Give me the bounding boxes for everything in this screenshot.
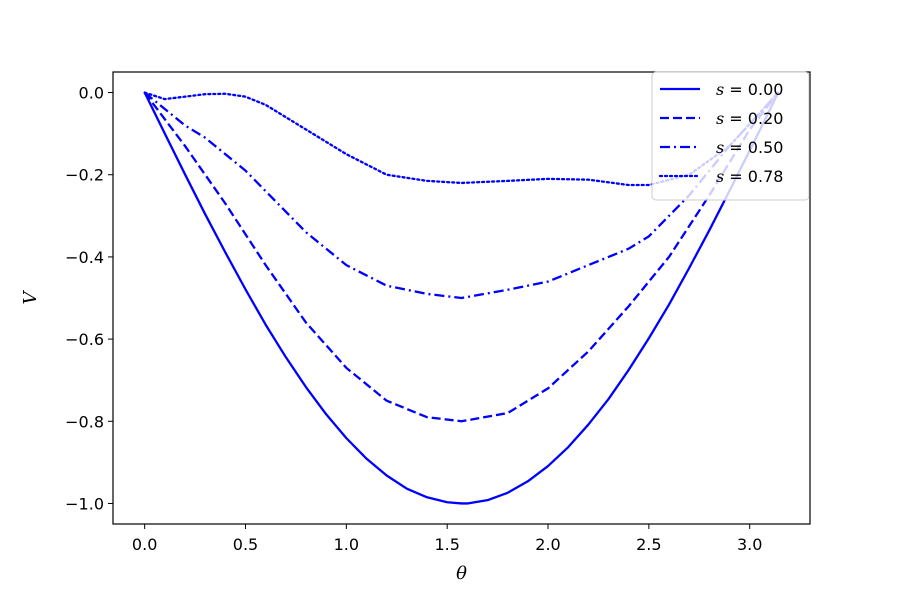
series-line-3 (143, 91, 780, 187)
x-tick-label: 1.0 (334, 535, 359, 554)
x-tick-label: 3.0 (737, 535, 762, 554)
legend-entry-equals: = (724, 167, 748, 186)
legend-entry-value: 0.78 (748, 167, 784, 186)
legend-entry-label: s = 0.50 (716, 138, 783, 157)
y-axis-label: V (20, 290, 41, 305)
legend-entry-equals: = (724, 109, 748, 128)
series-line-0 (143, 92, 780, 505)
legend-entry-value: 0.50 (748, 138, 784, 157)
y-tick-label: −1.0 (65, 494, 104, 513)
legend-entry-label: s = 0.78 (716, 167, 783, 186)
legend-entry-value: 0.20 (748, 109, 784, 128)
legend-entry-var: s (716, 138, 724, 157)
legend-entry-equals: = (724, 138, 748, 157)
axis-ticks: 0.0 0.5 1.0 1.5 2.0 2.5 3.0 0.0 −0.2 −0.4 −0.6 −0.8… (65, 84, 762, 554)
legend-entry-var: s (716, 109, 724, 128)
y-tick-label: −0.8 (65, 412, 104, 431)
legend: s = 0.00s = 0.20s = 0.50s = 0.78 (651, 71, 810, 201)
x-tick-label: 2.5 (636, 535, 661, 554)
legend-entry-label: s = 0.20 (716, 109, 783, 128)
legend-entry-value: 0.00 (748, 80, 784, 99)
legend-entry-var: s (716, 167, 724, 186)
x-axis-label: θ (456, 563, 467, 584)
x-tick-label: 2.0 (535, 535, 560, 554)
series-line-2 (143, 91, 780, 300)
y-tick-label: −0.6 (65, 330, 104, 349)
plot-area-frame (112, 71, 811, 525)
x-tick-label: 0.5 (233, 535, 258, 554)
y-tick-label: 0.0 (79, 84, 104, 103)
y-tick-label: −0.2 (65, 166, 104, 185)
legend-entry-var: s (716, 80, 724, 99)
legend-entry-label: s = 0.00 (716, 80, 783, 99)
series-line-1 (143, 91, 780, 423)
legend-box (651, 71, 810, 201)
y-tick-label: −0.4 (65, 248, 104, 267)
x-tick-label: 0.0 (132, 535, 157, 554)
series-lines (143, 91, 780, 505)
x-tick-label: 1.5 (434, 535, 459, 554)
legend-entry-equals: = (724, 80, 748, 99)
